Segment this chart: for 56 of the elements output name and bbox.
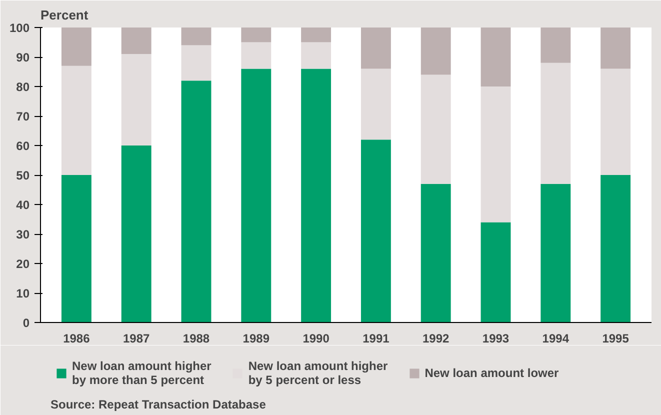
bar (420, 28, 451, 75)
bar (61, 28, 92, 66)
legend-label: New loan amount higher by more than 5 percent (72, 359, 212, 387)
bar (301, 42, 332, 69)
y-tick-label: 60 (16, 139, 30, 153)
bar (241, 28, 272, 42)
bar (360, 68, 391, 140)
bar (540, 28, 571, 63)
bar (301, 68, 332, 322)
y-tick-label: 40 (16, 198, 30, 212)
bar (600, 28, 631, 69)
bar (241, 68, 272, 322)
bar (61, 66, 92, 175)
bar (181, 45, 212, 81)
y-tick-label: 90 (16, 50, 30, 64)
y-tick-label: 50 (16, 168, 30, 182)
y-tick-label: 100 (9, 21, 30, 35)
bar (420, 74, 451, 184)
bar (121, 28, 152, 54)
bar (241, 42, 272, 69)
y-tick-label: 0 (22, 316, 30, 330)
bar (121, 54, 152, 146)
x-tick-label: 1988 (182, 332, 210, 346)
y-tick-label: 10 (16, 286, 30, 300)
bar (360, 140, 391, 322)
x-tick-label: 1995 (602, 332, 630, 346)
bar (480, 86, 511, 222)
y-tick-label: 70 (16, 110, 30, 124)
x-tick-label: 1989 (242, 332, 270, 346)
bar (480, 222, 511, 322)
x-tick-label: 1993 (482, 332, 510, 346)
bar (121, 146, 152, 322)
bar (420, 184, 451, 322)
bar (540, 184, 571, 322)
legend-label: New loan amount higher by 5 percent or less (248, 359, 388, 387)
bar (540, 62, 571, 184)
x-tick-label: 1992 (422, 332, 450, 346)
x-tick-label: 1987 (122, 332, 150, 346)
x-tick-label: 1991 (362, 332, 390, 346)
bar (181, 80, 212, 322)
bar (61, 175, 92, 322)
x-tick-label: 1990 (302, 332, 330, 346)
x-tick-label: 1994 (542, 332, 570, 346)
x-tick-label: 1986 (63, 332, 90, 346)
bar (301, 28, 332, 42)
y-tick-label: 20 (16, 257, 30, 271)
y-tick-label: 30 (16, 228, 30, 242)
bar (181, 28, 212, 46)
bar (480, 28, 511, 86)
bar (600, 175, 631, 322)
source-note: Source: Repeat Transaction Database (50, 398, 266, 412)
bar (360, 28, 391, 69)
legend-label: New loan amount lower (424, 366, 559, 380)
bar (600, 68, 631, 175)
y-tick-label: 80 (16, 80, 30, 94)
y-axis-title: Percent (40, 8, 89, 22)
